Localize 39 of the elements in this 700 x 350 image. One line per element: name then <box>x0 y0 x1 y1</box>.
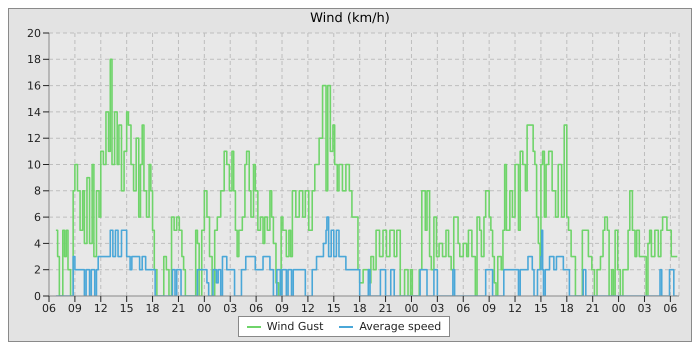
x-tick-label: 00 <box>612 302 626 315</box>
y-tick-label: 10 <box>27 158 41 172</box>
y-tick-label: 14 <box>27 106 41 119</box>
x-tick-label: 00 <box>197 302 212 315</box>
x-tick-label: 15 <box>534 302 548 315</box>
x-tick-label: 18 <box>352 302 367 315</box>
x-tick-label: 09 <box>275 302 290 315</box>
chart-title: Wind (km/h) <box>309 10 391 26</box>
x-tick-label: 09 <box>482 302 496 315</box>
y-tick-label: 20 <box>27 26 41 40</box>
x-tick-label: 12 <box>94 302 108 315</box>
x-tick-label: 18 <box>146 302 160 315</box>
y-tick-label: 18 <box>27 53 41 66</box>
x-tick-label: 06 <box>249 302 264 315</box>
x-tick-label: 00 <box>404 302 418 315</box>
x-tick-label: 03 <box>223 302 238 315</box>
y-tick-label: 0 <box>34 290 41 303</box>
x-tick-label: 18 <box>560 302 574 315</box>
y-tick-label: 12 <box>27 132 41 146</box>
x-tick-label: 03 <box>637 302 652 315</box>
x-tick-label: 15 <box>120 302 134 315</box>
y-tick-label: 4 <box>34 237 41 250</box>
x-tick-label: 21 <box>171 302 186 315</box>
x-tick-label: 03 <box>430 302 444 315</box>
x-tick-label: 06 <box>456 302 470 315</box>
x-tick-label: 06 <box>42 302 56 315</box>
legend-label: Average speed <box>359 320 442 333</box>
y-tick-label: 8 <box>34 184 41 198</box>
x-tick-label: 06 <box>663 302 678 315</box>
x-tick-label: 12 <box>508 302 522 315</box>
x-tick-label: 15 <box>326 302 341 315</box>
y-tick-label: 16 <box>27 80 41 93</box>
x-tick-label: 09 <box>68 302 82 315</box>
x-tick-label: 21 <box>586 302 600 315</box>
y-tick-label: 6 <box>34 211 41 224</box>
legend-label: Wind Gust <box>266 320 324 333</box>
y-tick-label: 2 <box>34 264 41 277</box>
x-tick-label: 21 <box>378 302 393 315</box>
x-tick-label: 12 <box>300 302 315 315</box>
